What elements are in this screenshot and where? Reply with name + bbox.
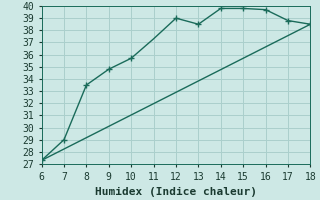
X-axis label: Humidex (Indice chaleur): Humidex (Indice chaleur) <box>95 187 257 197</box>
